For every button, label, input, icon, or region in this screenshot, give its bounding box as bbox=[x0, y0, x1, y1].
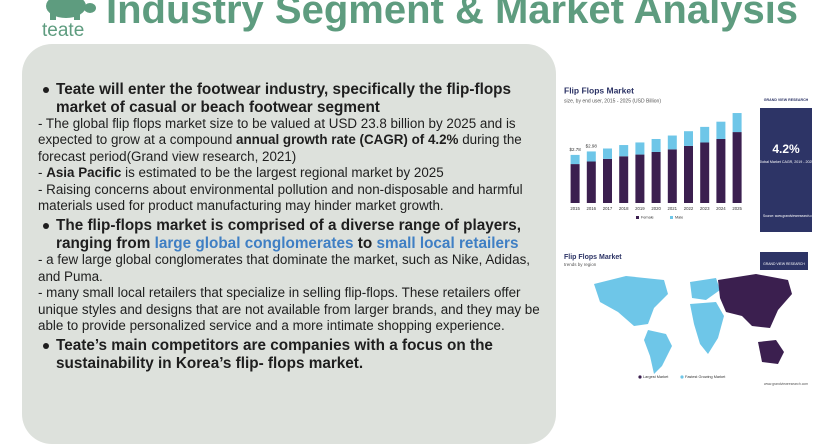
x-tick-label: 2017 bbox=[603, 206, 613, 211]
data-annotation: $2.78 bbox=[569, 147, 581, 152]
body-line: - The global flip flops market size to b… bbox=[38, 116, 550, 165]
legend-dot bbox=[638, 375, 642, 379]
highlight-caption: Global Market CAGR, 2019 - 2025 bbox=[759, 160, 814, 164]
x-tick-label: 2016 bbox=[587, 206, 597, 211]
x-tick-label: 2020 bbox=[651, 206, 661, 211]
legend-label: Female bbox=[641, 216, 654, 220]
text-run: large global conglomerates bbox=[154, 234, 354, 252]
source: Source: www.grandviewresearch.com bbox=[763, 214, 816, 218]
x-tick-label: 2021 bbox=[668, 206, 678, 211]
bullet-heading: Teate will enter the footwear industry, … bbox=[38, 81, 550, 116]
bar-segment bbox=[716, 121, 726, 139]
x-tick-label: 2015 bbox=[570, 206, 580, 211]
x-tick-label: 2025 bbox=[732, 206, 742, 211]
brand: GRAND VIEW RESEARCH bbox=[764, 98, 809, 102]
bar-segment bbox=[586, 151, 596, 162]
slide: teate Industry Segment & Market Analysis… bbox=[22, 0, 816, 444]
x-tick-label: 2019 bbox=[635, 206, 645, 211]
text-run: - a few large global conglomerates that … bbox=[38, 252, 530, 284]
bar-segment bbox=[619, 145, 629, 157]
bar-segment bbox=[684, 145, 693, 203]
body-line: - Asia Pacific is estimated to be the la… bbox=[38, 165, 550, 181]
text-run: annual growth rate (CAGR) of 4.2% bbox=[236, 132, 459, 148]
bar-segment bbox=[635, 142, 645, 155]
slide-title: Industry Segment & Market Analysis bbox=[106, 0, 799, 32]
chart-title: Flip Flops Market bbox=[564, 85, 634, 95]
bar-segment bbox=[732, 132, 742, 203]
x-tick-label: 2024 bbox=[716, 206, 726, 211]
map-brand: GRAND VIEW RESEARCH bbox=[763, 262, 805, 266]
bar-segment bbox=[570, 154, 580, 165]
highlight: 4.2% bbox=[772, 142, 800, 156]
bar-segment bbox=[603, 148, 612, 159]
text-run: - Raising concerns about environmental p… bbox=[38, 181, 523, 214]
text-run: Asia Pacific bbox=[46, 165, 122, 181]
text-panel: Teate will enter the footwear industry, … bbox=[22, 44, 556, 444]
bar-segment bbox=[700, 126, 710, 143]
logo-text: teate bbox=[42, 20, 85, 41]
map-legend-label: Largest Market bbox=[643, 375, 669, 379]
text-run: - bbox=[38, 165, 47, 181]
logo-icon bbox=[46, 0, 96, 20]
map-subtitle: trends by region bbox=[564, 262, 597, 267]
text-run: - The global flip flops market size to b… bbox=[38, 116, 516, 148]
legend-swatch bbox=[636, 216, 639, 219]
bar-segment bbox=[619, 156, 629, 203]
text-run: Teate will enter the footwear industry, … bbox=[56, 81, 512, 116]
bar-segment bbox=[716, 138, 726, 203]
data-annotation: $2.98 bbox=[586, 144, 598, 149]
map-legend-label: Fastest Growing Market bbox=[685, 375, 726, 379]
text-run: is estimated to be the largest regional … bbox=[121, 165, 444, 181]
body-line: - a few large global conglomerates that … bbox=[38, 252, 550, 285]
bar-segment bbox=[732, 113, 742, 133]
bar-segment bbox=[651, 151, 661, 203]
text-run: during the forecast period(Grand view re… bbox=[38, 132, 522, 164]
chart-sidebar bbox=[760, 108, 812, 232]
bar-segment bbox=[603, 158, 612, 203]
x-tick-label: 2023 bbox=[700, 206, 710, 211]
text-body: Teate will enter the footwear industry, … bbox=[38, 78, 550, 372]
map-source: www.grandviewresearch.com bbox=[764, 382, 808, 386]
figures: Flip Flops Market size, by end user, 2015… bbox=[558, 80, 816, 390]
chart-subtitle: size, by end user, 2015 - 2025 (USD Bill… bbox=[564, 98, 661, 104]
map-title: Flip Flops Market bbox=[564, 254, 622, 261]
bar-segment bbox=[586, 161, 596, 203]
bar-segment bbox=[667, 149, 677, 203]
map-land bbox=[594, 276, 724, 374]
legend-label: Male bbox=[675, 216, 683, 220]
bullet-heading: Teate’s main competitors are companies w… bbox=[38, 337, 550, 372]
bar-segment bbox=[651, 138, 661, 152]
bar-segment bbox=[684, 131, 693, 146]
body-line: - Raising concerns about environmental p… bbox=[38, 182, 550, 215]
text-run: Teate’s main competitors are companies w… bbox=[56, 337, 493, 372]
text-run: - many small local retailers that specia… bbox=[38, 285, 540, 334]
bar-segment bbox=[570, 164, 580, 203]
map-largest-region bbox=[718, 274, 792, 364]
bar-segment bbox=[635, 154, 645, 203]
x-tick-label: 2018 bbox=[619, 206, 629, 211]
x-tick-label: 2022 bbox=[684, 206, 694, 211]
text-run: The flip-flops market is comprised of a … bbox=[56, 217, 521, 252]
text-run: small local retailers bbox=[376, 234, 519, 252]
bullet-heading: The flip-flops market is comprised of a … bbox=[38, 217, 550, 252]
brand-box bbox=[760, 252, 808, 270]
text-run: to bbox=[353, 234, 377, 252]
legend-swatch bbox=[670, 216, 673, 219]
bar-segment bbox=[667, 135, 677, 150]
body-line: - many small local retailers that specia… bbox=[38, 285, 550, 334]
legend-dot bbox=[680, 375, 684, 379]
bar-segment bbox=[700, 142, 710, 203]
